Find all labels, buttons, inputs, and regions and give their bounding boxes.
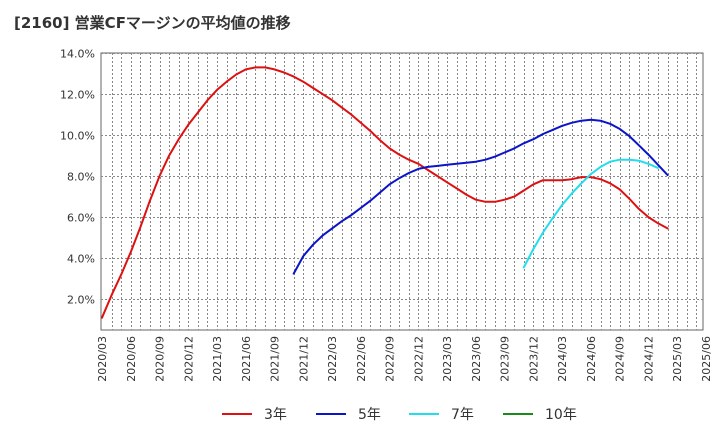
x-tick-label: 2020/09 [154,336,167,382]
x-tick-label: 2023/09 [499,336,512,382]
x-tick-label: 2021/06 [240,336,253,382]
chart-title: [2160] 営業CFマージンの平均値の推移 [14,14,291,32]
x-tick-label: 2020/06 [125,336,138,382]
x-tick-label: 2021/03 [211,336,224,382]
series-line [522,158,659,269]
axes: 2.0% 4.0% 6.0% 8.0% 10.0% 12.0% 14.0% 2020/03 20… [60,48,713,382]
x-tick-label: 2021/09 [269,336,282,382]
x-tick-label: 2022/09 [384,336,397,382]
legend-label: 3年 [264,407,287,423]
y-tick-label: 12.0% [60,89,95,102]
series-line [292,118,669,275]
legend-label: 5年 [358,407,381,423]
y-tick-label: 4.0% [67,253,95,266]
grid [100,52,704,331]
x-tick-label: 2022/12 [412,336,425,382]
x-tick-label: 2025/06 [700,336,713,382]
x-tick-label: 2024/12 [642,336,655,382]
legend-label: 7年 [451,407,474,423]
legend-label: 10年 [545,407,577,423]
x-tick-label: 2024/09 [614,336,627,382]
y-tick-label: 8.0% [67,171,95,184]
x-tick-label: 2021/12 [297,336,310,382]
series-lines [101,66,669,319]
x-tick-label: 2020/12 [182,336,195,382]
x-tick-label: 2025/03 [671,336,684,382]
y-tick-label: 14.0% [60,48,95,61]
x-tick-label: 2022/06 [355,336,368,382]
x-tick-label: 2024/06 [585,336,598,382]
x-tick-label: 2023/06 [470,336,483,382]
y-tick-label: 6.0% [67,212,95,225]
series-line [101,66,669,319]
y-tick-label: 10.0% [60,130,95,143]
legend: 3年 5年 7年 10年 [222,407,577,423]
x-tick-label: 2023/12 [527,336,540,382]
x-tick-label: 2022/03 [326,336,339,382]
y-tick-label: 2.0% [67,294,95,307]
x-tick-label: 2020/03 [96,336,109,382]
x-tick-label: 2023/03 [441,336,454,382]
x-tick-label: 2024/03 [556,336,569,382]
